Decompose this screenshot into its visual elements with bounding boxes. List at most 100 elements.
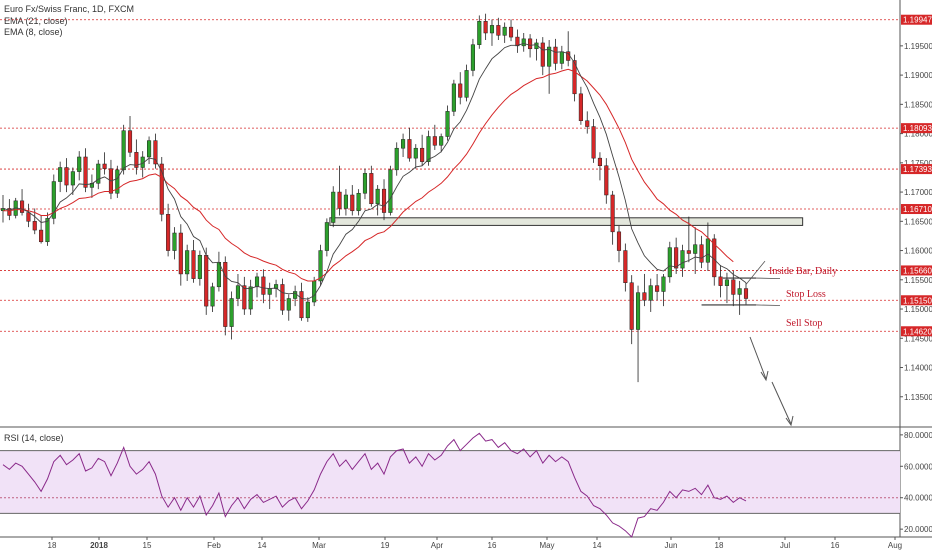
candle-body (616, 231, 622, 251)
candle-body (718, 276, 723, 286)
price-tick-label: 1.16500 (904, 217, 932, 226)
candle-body (464, 70, 469, 98)
time-tick-label: 16 (831, 541, 840, 550)
sell-stop-label: Sell Stop (786, 318, 822, 329)
candle-body (470, 44, 475, 71)
candle-body (432, 136, 437, 146)
level-tag (901, 123, 932, 134)
price-tick-label: 1.19000 (904, 71, 932, 80)
candle-body (458, 83, 463, 98)
time-tick-label: Jul (780, 541, 790, 550)
candle-body (312, 280, 317, 303)
candle-body (451, 83, 456, 112)
candle-body (229, 298, 234, 327)
candle-body (293, 291, 298, 299)
time-tick-label: 18 (715, 541, 724, 550)
candle-body (254, 276, 260, 288)
price-tick-label: 1.15000 (904, 305, 932, 314)
level-tag-label: 1.15660 (903, 266, 932, 275)
candle-body (235, 285, 241, 299)
candle-body (267, 288, 272, 295)
candle-body (578, 93, 583, 121)
candle-body (337, 191, 342, 209)
ema21-line (3, 68, 734, 282)
candle-body (32, 221, 37, 231)
rsi-tick-label: 40.0000 (904, 494, 932, 503)
level-tag-label: 1.18093 (903, 124, 932, 133)
candle-body (559, 51, 564, 64)
candle-body (699, 244, 704, 263)
time-tick-label: May (539, 541, 554, 550)
stop-loss-label: Stop Loss (786, 289, 826, 300)
candle-body (521, 38, 526, 47)
candle-body (153, 140, 158, 165)
candle-body (610, 194, 615, 233)
candle-body (420, 147, 425, 162)
candle-body (686, 250, 691, 254)
rsi-tick-label: 20.0000 (904, 525, 932, 534)
stop-loss-pointer (755, 277, 781, 280)
candle-body (51, 181, 56, 219)
candle-body (20, 200, 25, 213)
down-arrow-1-shaft (749, 336, 767, 380)
rsi-tick-label: 60.0000 (904, 462, 932, 471)
candle-body (381, 188, 387, 213)
candle-body (693, 244, 698, 254)
candle-body (89, 183, 94, 188)
candle-body (242, 285, 247, 310)
candle-body (121, 130, 126, 171)
candle-body (70, 171, 75, 186)
candle-body (127, 130, 133, 153)
time-tick-label: 14 (593, 541, 602, 550)
candle-body (83, 156, 88, 188)
price-tick-label: 1.18000 (904, 130, 932, 139)
candle-body (731, 279, 736, 295)
candle-body (318, 250, 323, 282)
time-tick-label: 15 (143, 541, 152, 550)
candle-body (115, 169, 120, 194)
price-tick-label: 1.16000 (904, 247, 932, 256)
level-tag-label: 1.15150 (903, 296, 932, 305)
candle-body (477, 21, 482, 45)
time-tick-label: 16 (488, 541, 497, 550)
candle-body (166, 214, 171, 251)
candle-body (191, 250, 196, 279)
candle-body (388, 169, 393, 213)
candle-body (667, 247, 672, 278)
level-tag-label: 1.17393 (903, 165, 932, 174)
candle-body (642, 292, 647, 301)
price-tick-label: 1.15500 (904, 276, 932, 285)
candle-body (629, 282, 634, 330)
candle-body (26, 212, 31, 222)
candle-body (261, 276, 266, 295)
price-tick-label: 1.17500 (904, 159, 932, 168)
candle-body (635, 292, 641, 330)
time-tick-label: 18 (48, 541, 57, 550)
candle-body (591, 126, 596, 159)
candle-body (648, 285, 653, 301)
candle-body (286, 298, 291, 311)
candle-body (489, 25, 495, 34)
level-tag (901, 164, 932, 175)
candle-body (147, 140, 152, 158)
time-tick-label: Jun (665, 541, 678, 550)
candle-body (350, 194, 355, 212)
candle-body (413, 147, 418, 159)
candle-body (623, 250, 628, 283)
candle-body (204, 254, 209, 307)
candle-body (96, 163, 101, 184)
level-tag-label: 1.16710 (903, 205, 932, 214)
candle-body (737, 288, 742, 295)
candle-body (248, 286, 253, 310)
candle-body (77, 156, 82, 172)
time-tick-label: Apr (431, 541, 444, 550)
candle-body (369, 173, 374, 205)
price-tick-label: 1.13500 (904, 393, 932, 402)
candle-body (655, 285, 660, 292)
rsi-band (0, 450, 900, 514)
candle-body (540, 42, 545, 67)
candle-body (178, 232, 183, 275)
candle-body (305, 301, 310, 319)
candle-body (407, 139, 412, 159)
